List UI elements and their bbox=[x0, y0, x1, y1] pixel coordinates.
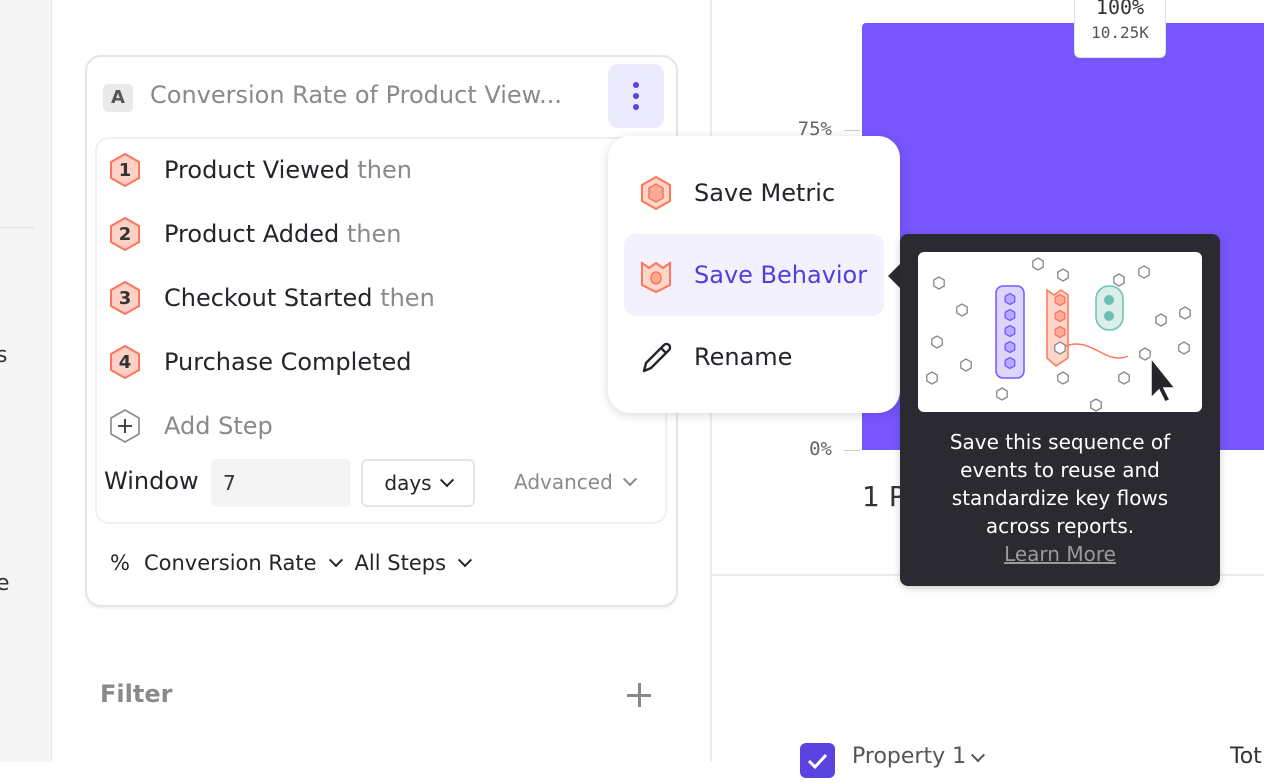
x-category-label: 1 P bbox=[862, 480, 906, 513]
learn-more-link[interactable]: Learn More bbox=[1004, 542, 1116, 566]
tooltip-arrow bbox=[888, 264, 900, 288]
chevron-down-icon bbox=[971, 748, 986, 763]
step-connector: then bbox=[346, 220, 402, 248]
funnel-step[interactable]: 4 Purchase Completed bbox=[108, 344, 412, 380]
step-number-hexagon-icon: 2 bbox=[108, 216, 142, 252]
chevron-down-icon bbox=[439, 473, 454, 488]
chevron-down-icon bbox=[457, 553, 473, 568]
add-filter-plus-icon[interactable] bbox=[626, 681, 654, 709]
funnel-step[interactable]: 1 Product Viewed then bbox=[108, 152, 412, 188]
menu-item-label: Save Metric bbox=[694, 179, 836, 207]
metric-card bbox=[85, 55, 678, 607]
steps-scope-value: All Steps bbox=[354, 551, 447, 575]
sidebar-item-fragment[interactable]: e bbox=[0, 571, 10, 596]
chevron-down-icon bbox=[328, 553, 343, 568]
window-input[interactable] bbox=[211, 459, 351, 507]
step-event-name: Purchase Completed bbox=[164, 348, 412, 376]
step-event-name: Checkout Started bbox=[164, 284, 373, 312]
window-unit-select[interactable]: days bbox=[361, 459, 475, 507]
tooltip-line: Save this sequence of bbox=[949, 430, 1171, 454]
menu-item-label: Rename bbox=[694, 343, 793, 371]
window-label: Window bbox=[104, 467, 199, 495]
measure-select[interactable]: Conversion Rate bbox=[143, 551, 343, 575]
menu-item-label: Save Behavior bbox=[694, 261, 868, 289]
step-number: 1 bbox=[118, 159, 132, 181]
measure-value: Conversion Rate bbox=[143, 551, 317, 575]
total-column-header: Tot bbox=[1230, 744, 1262, 769]
advanced-label: Advanced bbox=[514, 470, 613, 494]
divider bbox=[0, 227, 34, 228]
add-step-button[interactable]: Add Step bbox=[108, 408, 273, 444]
step-event-name: Product Added bbox=[164, 220, 340, 248]
cursor-icon bbox=[1150, 355, 1177, 403]
metric-letter-badge: A bbox=[103, 84, 133, 112]
bar-data-label: 100% 10.25K bbox=[1074, 0, 1166, 58]
chevron-down-icon bbox=[622, 472, 637, 487]
more-options-button[interactable] bbox=[608, 64, 664, 128]
window-unit-value: days bbox=[384, 471, 432, 495]
step-connector: then bbox=[357, 156, 412, 184]
tooltip-line: across reports. bbox=[985, 514, 1135, 538]
behavior-illustration bbox=[918, 252, 1202, 412]
add-hexagon-icon bbox=[108, 408, 142, 444]
menu-item-rename[interactable]: Rename bbox=[624, 316, 884, 398]
y-tick-label: 75% bbox=[797, 118, 832, 140]
funnel-step[interactable]: 3 Checkout Started then bbox=[108, 280, 435, 316]
sidebar-item-fragment[interactable]: s bbox=[0, 343, 8, 368]
property-label: Property 1 bbox=[852, 744, 967, 769]
pencil-icon bbox=[642, 342, 672, 373]
step-number: 3 bbox=[118, 287, 132, 309]
add-step-label: Add Step bbox=[164, 412, 273, 440]
menu-item-save-metric[interactable]: Save Metric bbox=[624, 152, 884, 234]
steps-scope-select[interactable]: All Steps bbox=[354, 551, 473, 575]
step-connector: then bbox=[380, 284, 435, 312]
tooltip-line: standardize key flows bbox=[951, 486, 1169, 510]
menu-item-save-behavior[interactable]: Save Behavior bbox=[624, 234, 884, 316]
step-event-name: Product Viewed bbox=[164, 156, 350, 184]
property-checkbox[interactable] bbox=[800, 743, 835, 778]
step-number: 2 bbox=[118, 223, 132, 245]
hexagon-metric-icon bbox=[641, 175, 671, 211]
step-number-hexagon-icon: 4 bbox=[108, 344, 142, 380]
metric-title[interactable]: Conversion Rate of Product View... bbox=[150, 81, 562, 109]
filter-heading: Filter bbox=[100, 680, 173, 708]
left-sidebar: s e bbox=[0, 0, 52, 762]
step-number-hexagon-icon: 3 bbox=[108, 280, 142, 316]
tooltip-text: Save this sequence of events to reuse an… bbox=[900, 428, 1220, 568]
tooltip-line: events to reuse and bbox=[960, 458, 1160, 482]
step-number: 4 bbox=[118, 351, 132, 373]
y-tick bbox=[844, 130, 860, 131]
step-number-hexagon-icon: 1 bbox=[108, 152, 142, 188]
percent-icon: % bbox=[110, 551, 130, 575]
data-label-percent: 100% bbox=[1095, 0, 1145, 19]
measurement-row: % Conversion Rate All Steps bbox=[110, 551, 473, 575]
property-column-header[interactable]: Property 1 bbox=[852, 744, 986, 769]
y-tick-label: 0% bbox=[809, 438, 832, 460]
data-label-count: 10.25K bbox=[1091, 23, 1149, 42]
funnel-step[interactable]: 2 Product Added then bbox=[108, 216, 401, 252]
behavior-icon bbox=[641, 261, 671, 293]
advanced-toggle[interactable]: Advanced bbox=[514, 470, 637, 494]
y-tick bbox=[844, 450, 860, 451]
